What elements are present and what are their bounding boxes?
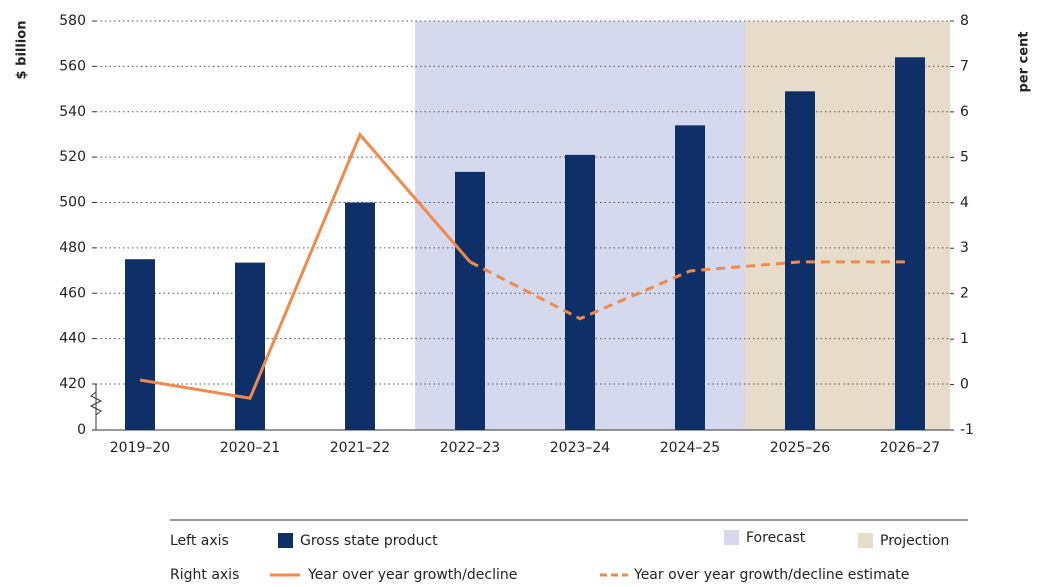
x-tick-label: 2019–20 [110, 440, 170, 456]
x-tick-label: 2023–24 [550, 440, 611, 456]
x-tick-label: 2021–22 [330, 440, 390, 456]
y-tick-label: 500 [59, 195, 86, 211]
y-axis-label: $ billion [15, 21, 30, 80]
y-tick-label: 480 [59, 240, 86, 256]
x-tick-label: 2020–21 [220, 440, 280, 456]
y2-tick-label: 6 [960, 104, 969, 120]
y2-tick-label: 0 [960, 377, 969, 393]
legend-group: Left axis [170, 533, 229, 549]
y-tick-label: 540 [59, 104, 86, 120]
line-series [139, 131, 472, 400]
legend-group: Right axis [170, 567, 239, 583]
y2-tick-label: 5 [960, 149, 969, 165]
y-tick-label: 580 [59, 13, 86, 29]
y2-tick-label: 7 [960, 58, 969, 74]
y2-tick-label: 4 [960, 195, 969, 211]
y-tick-label: 0 [77, 422, 86, 438]
y-tick-label: 440 [59, 331, 86, 347]
x-tick-label: 2024–25 [660, 440, 720, 456]
x-tick-label: 2025–26 [770, 440, 831, 456]
bar [565, 154, 595, 430]
legend-label: Year over year growth/decline [307, 567, 517, 583]
y-tick-label: 560 [59, 58, 86, 74]
y2-tick-label: -1 [960, 422, 974, 438]
legend-label: Forecast [746, 530, 806, 546]
y2-tick-label: 2 [960, 286, 969, 302]
bar [125, 259, 155, 430]
x-tick-label: 2026–27 [880, 440, 940, 456]
y2-axis-label: per cent [1017, 31, 1032, 92]
legend-label: Projection [880, 533, 949, 549]
legend-label: Gross state product [300, 533, 438, 549]
y-tick-label: 420 [59, 376, 86, 392]
axis-break [89, 391, 103, 416]
legend-label: Year over year growth/decline estimate [633, 567, 909, 583]
y2-tick-label: 8 [960, 13, 969, 29]
x-tick-label: 2022–23 [440, 440, 500, 456]
y-tick-label: 520 [59, 149, 86, 165]
legend-swatch [724, 530, 739, 545]
bar [895, 57, 925, 431]
bar [455, 171, 485, 430]
bar [235, 262, 265, 430]
legend-swatch [858, 533, 873, 548]
legend-swatch [278, 533, 293, 548]
bar [675, 125, 705, 431]
bar [345, 202, 375, 430]
line-series [469, 260, 910, 321]
y2-tick-label: 1 [960, 331, 969, 347]
y-tick-label: 460 [59, 285, 86, 301]
y2-tick-label: 3 [960, 240, 969, 256]
